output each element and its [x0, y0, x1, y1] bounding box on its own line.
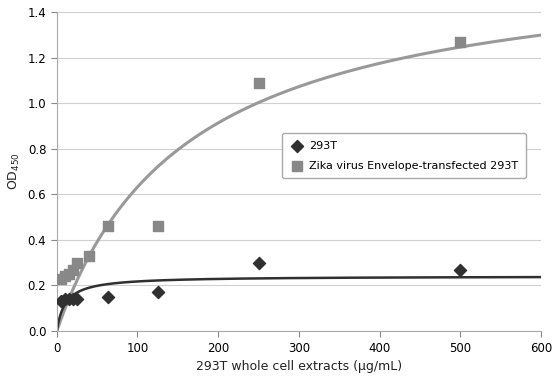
Zika virus Envelope-transfected 293T [64, 271, 73, 277]
Zika virus Envelope-transfected 293T [456, 38, 465, 44]
Zika virus Envelope-transfected 293T [153, 223, 162, 229]
293T [73, 296, 82, 302]
Zika virus Envelope-transfected 293T [60, 273, 69, 279]
293T [103, 294, 112, 300]
Y-axis label: OD$_{450}$: OD$_{450}$ [7, 153, 22, 190]
Zika virus Envelope-transfected 293T [254, 79, 263, 86]
293T [56, 298, 65, 304]
Zika virus Envelope-transfected 293T [73, 260, 82, 266]
293T [254, 260, 263, 266]
Zika virus Envelope-transfected 293T [103, 223, 112, 229]
Zika virus Envelope-transfected 293T [84, 253, 93, 259]
293T [456, 266, 465, 272]
293T [64, 296, 73, 302]
293T [68, 296, 77, 302]
293T [153, 289, 162, 295]
Legend: 293T, Zika virus Envelope-transfected 293T: 293T, Zika virus Envelope-transfected 29… [282, 133, 525, 178]
X-axis label: 293T whole cell extracts (μg/mL): 293T whole cell extracts (μg/mL) [196, 360, 402, 373]
293T [60, 296, 69, 302]
Zika virus Envelope-transfected 293T [56, 276, 65, 282]
Zika virus Envelope-transfected 293T [68, 266, 77, 272]
